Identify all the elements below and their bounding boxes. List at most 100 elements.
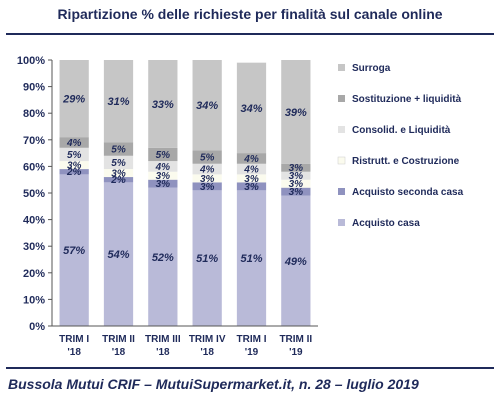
- data-label: 5%: [200, 153, 215, 164]
- data-label: 5%: [111, 158, 126, 169]
- x-tick-line: TRIM II: [102, 334, 135, 345]
- bar-segment: [192, 190, 222, 326]
- footer-rule: [6, 367, 494, 369]
- data-label: 31%: [107, 96, 129, 108]
- data-label: 3%: [289, 171, 304, 182]
- legend-swatch: [338, 64, 345, 71]
- y-tick-label: 50%: [23, 188, 45, 200]
- chart-title: Ripartizione % delle richieste per final…: [57, 6, 443, 22]
- bar-segment: [148, 60, 178, 148]
- bar-segment: [103, 60, 134, 143]
- y-tick-label: 70%: [23, 135, 45, 147]
- bar-segment: [148, 161, 178, 172]
- data-label: 2%: [110, 175, 126, 186]
- bar-segment: [281, 60, 311, 164]
- x-tick-line: '19: [245, 347, 259, 358]
- data-label: 3%: [111, 169, 126, 180]
- bar-segment: [148, 187, 178, 326]
- x-tick-line: TRIM II: [279, 334, 312, 345]
- bar-segment: [148, 147, 178, 162]
- data-label: 5%: [156, 150, 171, 161]
- bar-segment: [59, 174, 89, 326]
- bar-segment: [59, 137, 89, 148]
- data-label: 3%: [67, 161, 82, 172]
- bar-segment: [192, 60, 222, 151]
- bar-segment: [192, 182, 222, 191]
- bar-segment: [59, 147, 89, 162]
- data-label: 3%: [156, 171, 171, 182]
- title-rule: [6, 33, 494, 35]
- legend-label: Acquisto seconda casa: [352, 187, 464, 198]
- x-tick-label: TRIM I '18: [59, 334, 89, 358]
- bar-segment: [148, 171, 178, 180]
- data-label: 4%: [243, 165, 259, 176]
- bar-segment: [281, 163, 311, 172]
- stacked-bar-chart: 57%2%3%5%4%29%54%2%3%5%5%31%52%3%3%4%5%3…: [17, 55, 464, 358]
- x-tick-line: '18: [112, 347, 126, 358]
- data-label: 5%: [111, 145, 126, 156]
- bar-segment: [236, 174, 267, 183]
- data-label: 4%: [243, 154, 259, 165]
- bar-segment: [103, 155, 134, 170]
- bar-segment: [236, 153, 267, 164]
- x-tick-line: '18: [67, 347, 81, 358]
- bar-segment: [192, 163, 222, 175]
- data-label: 51%: [240, 253, 262, 265]
- data-label: 34%: [240, 103, 262, 115]
- legend-label: Acquisto casa: [352, 218, 420, 229]
- y-tick-label: 30%: [23, 241, 45, 253]
- bar-segment: [103, 142, 134, 156]
- legend-label: Surroga: [352, 63, 391, 74]
- bar-segment: [103, 182, 134, 326]
- data-label: 52%: [152, 252, 174, 264]
- bar-segment: [192, 150, 222, 164]
- y-tick-label: 60%: [23, 161, 45, 173]
- data-label: 49%: [284, 256, 307, 268]
- x-tick-label: TRIM II '19: [279, 334, 312, 358]
- legend-swatch: [338, 219, 345, 226]
- x-tick-label: TRIM I '19: [237, 334, 267, 358]
- data-label: 2%: [66, 167, 82, 178]
- legend-label: Consolid. e Liquidità: [352, 125, 451, 136]
- bar-segment: [281, 195, 311, 326]
- data-label: 4%: [155, 162, 171, 173]
- legend-swatch: [338, 126, 345, 133]
- x-tick-label: TRIM II '18: [102, 334, 135, 358]
- legend-label: Ristrutt. e Costruzione: [352, 156, 460, 167]
- x-tick-label: TRIM IV '18: [189, 334, 226, 358]
- bar-segment: [103, 169, 134, 178]
- y-tick-label: 0%: [29, 321, 45, 333]
- bar-segment: [236, 163, 267, 175]
- data-label: 29%: [62, 94, 85, 106]
- y-tick-label: 20%: [23, 268, 45, 280]
- legend-swatch: [338, 95, 345, 102]
- data-label: 34%: [196, 100, 218, 112]
- source-footer: Bussola Mutui CRIF – MutuiSupermarket.it…: [8, 376, 419, 392]
- x-tick-label: TRIM III '18: [145, 334, 181, 358]
- data-label: 3%: [200, 182, 215, 193]
- y-tick-label: 100%: [17, 55, 45, 67]
- x-tick-line: TRIM I: [59, 334, 89, 345]
- legend-swatch: [337, 156, 346, 165]
- bar-segment: [148, 179, 178, 188]
- bar-segment: [59, 60, 89, 138]
- bar-segment: [281, 187, 311, 196]
- data-label: 5%: [67, 150, 82, 161]
- x-tick-line: '18: [200, 347, 214, 358]
- data-label: 51%: [196, 253, 218, 265]
- data-label: 33%: [152, 99, 174, 111]
- y-tick-label: 80%: [23, 108, 45, 120]
- data-label: 3%: [200, 174, 215, 185]
- x-tick-line: TRIM I: [237, 334, 267, 345]
- x-tick-line: '19: [289, 347, 303, 358]
- y-tick-label: 40%: [23, 215, 45, 227]
- data-label: 3%: [244, 182, 259, 193]
- legend-swatch: [338, 188, 345, 195]
- data-label: 54%: [107, 249, 129, 261]
- bar-segment: [103, 177, 134, 183]
- bar-segment: [59, 169, 89, 175]
- data-label: 3%: [289, 179, 304, 190]
- data-label: 3%: [289, 187, 304, 198]
- bar-segment: [281, 171, 311, 180]
- bar-segment: [236, 62, 267, 154]
